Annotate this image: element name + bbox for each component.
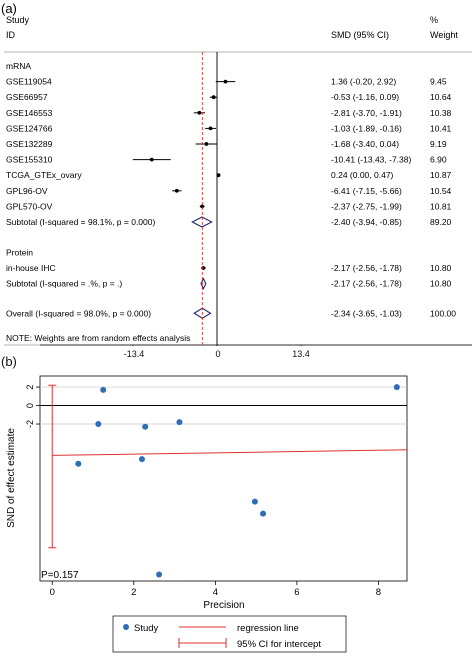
scatter-layer: 2 0 -2 0 2 4 6 8 bbox=[25, 384, 408, 598]
study-0-7-point bbox=[174, 188, 179, 193]
forest-plot: (a) Study ID SMD (95% CI) % Weight mRNA G… bbox=[1, 1, 472, 346]
study-0-8-smd: -2.37 (-2.75, -1.99) bbox=[331, 201, 402, 211]
x-tick-label-2: 4 bbox=[213, 587, 218, 598]
study-0-6-weight: 10.87 bbox=[430, 170, 452, 180]
study-0-8-point bbox=[200, 204, 205, 209]
study-0-7-smd: -6.41 (-7.15, -5.66) bbox=[331, 186, 402, 196]
study-0-6-id: TCGA_GTEx_ovary bbox=[6, 170, 82, 180]
study-1-0-id: in-house IHC bbox=[6, 263, 56, 273]
overall-label: Overall (I-squared = 98.0%, p = 0.000) bbox=[6, 308, 151, 318]
header-smd: SMD (95% CI) bbox=[331, 30, 389, 40]
study-0-2-smd: -2.81 (-3.70, -1.91) bbox=[331, 108, 402, 118]
study-0-7-weight: 10.54 bbox=[430, 186, 452, 196]
study-point-2 bbox=[100, 386, 107, 393]
study-0-1-point bbox=[211, 95, 216, 100]
study-0-3-point bbox=[208, 126, 213, 131]
y-axis-label: SND of effect estimate bbox=[6, 428, 17, 528]
study-0-2-point bbox=[197, 110, 202, 115]
y-tick-label-0: 2 bbox=[25, 385, 35, 390]
study-0-0-point bbox=[223, 79, 228, 84]
study-0-5-weight: 6.90 bbox=[430, 155, 447, 165]
study-0-7-id: GPL96-OV bbox=[6, 186, 48, 196]
study-point-8 bbox=[260, 510, 267, 517]
study-point-5 bbox=[156, 571, 163, 578]
study-0-5-id: GSE155310 bbox=[6, 155, 53, 165]
study-0-3-weight: 10.41 bbox=[430, 123, 452, 133]
legend-box bbox=[112, 615, 347, 653]
tick-label-neg: -13.4 bbox=[123, 349, 145, 359]
legend-study-label: Study bbox=[134, 623, 159, 634]
subtotal-0-smd: -2.40 (-3.94, -0.85) bbox=[331, 217, 402, 227]
header-weight-pct: % bbox=[430, 15, 438, 25]
study-point-1 bbox=[95, 421, 102, 428]
study-1-0-weight: 10.80 bbox=[430, 263, 452, 273]
regression-line bbox=[52, 449, 408, 456]
forest-rows: mRNA GSE119054 1.36 (-0.20, 2.92) 9.45 GSE66… bbox=[6, 52, 456, 346]
study-0-1-id: GSE66957 bbox=[6, 92, 48, 102]
overall-smd: -2.34 (-3.65, -1.03) bbox=[331, 308, 402, 318]
subtotal-0-diamond bbox=[191, 216, 213, 228]
study-0-5-smd: -10.41 (-13.43, -7.38) bbox=[331, 155, 411, 165]
study-0-6-smd: 0.24 (0.00, 0.47) bbox=[331, 170, 394, 180]
subtotal-1-weight: 10.80 bbox=[430, 279, 452, 289]
plot-frame bbox=[39, 375, 408, 582]
x-tick-label-4: 8 bbox=[376, 587, 381, 598]
study-0-8-weight: 10.81 bbox=[430, 201, 452, 211]
study-point-7 bbox=[251, 498, 258, 505]
study-point-0 bbox=[75, 460, 82, 467]
panel-b-label: (b) bbox=[1, 354, 17, 369]
overall-diamond bbox=[193, 307, 212, 319]
study-0-2-weight: 10.38 bbox=[430, 108, 452, 118]
y-tick-label-2: -2 bbox=[25, 420, 35, 428]
subtotal-1-diamond bbox=[200, 277, 207, 290]
study-0-1-smd: -0.53 (-1.16, 0.09) bbox=[331, 92, 399, 102]
study-0-0-weight: 9.45 bbox=[430, 77, 447, 87]
x-axis-label: Precision bbox=[203, 600, 244, 611]
panel-a-label: (a) bbox=[1, 1, 17, 16]
study-0-4-weight: 9.19 bbox=[430, 139, 447, 149]
legend-regression-label: regression line bbox=[237, 623, 299, 634]
study-0-0-smd: 1.36 (-0.20, 2.92) bbox=[331, 77, 396, 87]
subtotal-0-label: Subtotal (I-squared = 98.1%, p = 0.000) bbox=[6, 217, 155, 227]
tick-label-zero: 0 bbox=[215, 349, 221, 359]
study-point-4 bbox=[142, 423, 149, 430]
study-0-4-smd: -1.68 (-3.40, 0.04) bbox=[331, 139, 399, 149]
x-tick-label-1: 2 bbox=[131, 587, 136, 598]
overall-weight: 100.00 bbox=[430, 308, 456, 318]
study-0-5-point bbox=[149, 157, 154, 162]
study-0-6-point bbox=[216, 173, 221, 178]
study-point-6 bbox=[176, 419, 183, 426]
study-point-3 bbox=[138, 456, 145, 463]
group-0-title: mRNA bbox=[6, 61, 31, 71]
y-tick-label-1: 0 bbox=[25, 403, 35, 408]
study-0-2-id: GSE146553 bbox=[6, 108, 53, 118]
study-0-3-smd: -1.03 (-1.89, -0.16) bbox=[331, 123, 402, 133]
study-0-1-weight: 10.64 bbox=[430, 92, 452, 102]
p-value: P=0.157 bbox=[41, 570, 79, 581]
legend-ci-label: 95% CI for intercept bbox=[237, 639, 321, 650]
study-0-8-id: GPL570-OV bbox=[6, 201, 53, 211]
x-tick-label-0: 0 bbox=[50, 587, 55, 598]
legend-study-marker bbox=[123, 624, 129, 630]
note-text: NOTE: Weights are from random effects an… bbox=[6, 333, 190, 343]
header-weight: Weight bbox=[430, 30, 458, 40]
study-0-3-id: GSE124766 bbox=[6, 123, 53, 133]
header-study: Study bbox=[6, 15, 30, 25]
study-1-0-smd: -2.17 (-2.56, -1.78) bbox=[331, 263, 402, 273]
x-tick-label-3: 6 bbox=[294, 587, 299, 598]
study-0-4-id: GSE132289 bbox=[6, 139, 53, 149]
header-id: ID bbox=[6, 30, 16, 40]
subtotal-1-smd: -2.17 (-2.56, -1.78) bbox=[331, 279, 402, 289]
group-1-title: Protein bbox=[6, 247, 33, 257]
study-point-9 bbox=[393, 384, 400, 391]
tick-label-pos: 13.4 bbox=[292, 349, 310, 359]
subtotal-1-label: Subtotal (I-squared = .%, p = .) bbox=[6, 279, 122, 289]
study-0-0-id: GSE119054 bbox=[6, 77, 52, 87]
study-0-4-point bbox=[204, 142, 209, 146]
subtotal-0-weight: 89.20 bbox=[430, 217, 452, 227]
